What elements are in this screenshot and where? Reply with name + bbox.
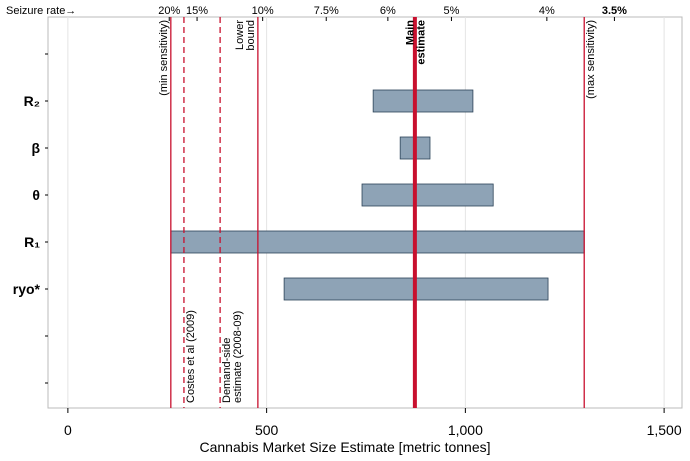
reference-label: Lower [234,20,246,50]
reference-label: Main [404,20,416,45]
y-tick-label: R₁ [24,234,40,250]
top-tick-label: 6% [380,5,396,17]
reference-label: (min sensitivity) [158,20,170,96]
top-tick-label: 7.5% [314,5,339,17]
reference-label: estimate (2008-09) [232,311,244,403]
reference-label: estimate [415,20,427,65]
reference-label: Demand-side [221,338,233,403]
bar-high [414,136,431,160]
top-tick-label: 15% [186,5,208,17]
reference-label: Costes et al (2009) [185,310,197,403]
bar-low [372,89,416,113]
x-axis-label: Cannabis Market Size Estimate [metric to… [199,439,490,455]
bar-low [170,230,416,254]
top-tick-label: 20% [158,5,180,17]
bar-low [283,277,416,301]
top-tick-label: 4% [539,5,555,17]
reference-label: (max sensitivity) [585,20,597,99]
top-tick-label: 5% [444,5,460,17]
bar-high [414,89,474,113]
top-tick-label: 10% [252,5,274,17]
x-tick-label: 500 [255,422,279,438]
bar-high [414,230,585,254]
y-tick-label: R₂ [24,93,40,109]
x-tick-label: 1,000 [448,422,483,438]
plot-area [47,16,683,409]
bar-low [399,136,416,160]
y-tick-label: θ [32,187,40,203]
bar-high [414,277,549,301]
y-tick-label: β [31,140,40,156]
top-tick-label: 3.5% [602,5,627,17]
bar-low [361,183,416,207]
y-tick-label: ryo* [13,281,41,297]
bar-high [414,183,494,207]
x-tick-label: 1,500 [647,422,682,438]
x-tick-label: 0 [64,422,72,438]
top-axis-label: Seizure rate→ [6,5,76,17]
reference-label: bound [245,20,257,51]
